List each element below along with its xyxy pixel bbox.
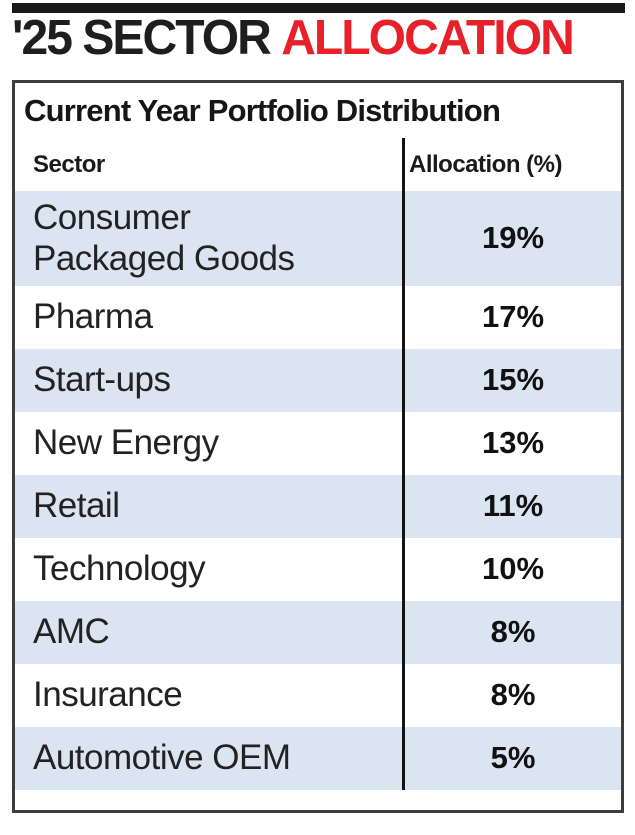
top-rule-bar: [12, 3, 625, 13]
sector-cell: Automotive OEM: [33, 738, 291, 778]
allocation-cell: 19%: [402, 191, 621, 286]
table-body: Consumer Packaged Goods 19% Pharma 17% S…: [15, 191, 621, 790]
title-allocation: ALLOCATION: [281, 11, 575, 65]
sector-cell: Technology: [33, 549, 206, 589]
table-row: New Energy 13%: [15, 411, 621, 475]
allocation-cell: 13%: [402, 411, 621, 475]
allocation-cell: 17%: [402, 285, 621, 349]
table-row: Technology 10%: [15, 537, 621, 601]
sector-cell: Retail: [33, 486, 120, 526]
sector-cell: Start-ups: [33, 360, 171, 400]
table-row: Pharma 17%: [15, 285, 621, 349]
table-row: Insurance 8%: [15, 663, 621, 727]
table-subtitle: Current Year Portfolio Distribution: [24, 93, 501, 128]
sector-cell: New Energy: [33, 423, 219, 463]
title-year-sector: '25 SECTOR: [12, 11, 272, 65]
portfolio-distribution-table: Current Year Portfolio Distribution Sect…: [12, 80, 624, 813]
sector-cell: Consumer Packaged Goods: [33, 198, 295, 279]
page-title: '25 SECTOR ALLOCATION: [12, 13, 620, 64]
table-row: Consumer Packaged Goods 19%: [15, 191, 621, 286]
table-row: AMC 8%: [15, 600, 621, 664]
allocation-cell: 8%: [402, 663, 621, 727]
allocation-cell: 11%: [402, 474, 621, 538]
sector-cell: AMC: [33, 612, 110, 652]
column-header-allocation: Allocation (%): [402, 138, 621, 191]
allocation-cell: 8%: [402, 600, 621, 664]
table-row: Automotive OEM 5%: [15, 726, 621, 790]
table-row: Retail 11%: [15, 474, 621, 538]
allocation-cell: 5%: [402, 726, 621, 790]
table-row: Start-ups 15%: [15, 348, 621, 412]
table-column-headers: Sector Allocation (%): [15, 138, 621, 191]
column-header-sector: Sector: [33, 150, 105, 178]
allocation-cell: 15%: [402, 348, 621, 412]
sector-cell: Insurance: [33, 675, 183, 715]
sector-cell: Pharma: [33, 297, 153, 337]
allocation-cell: 10%: [402, 537, 621, 601]
